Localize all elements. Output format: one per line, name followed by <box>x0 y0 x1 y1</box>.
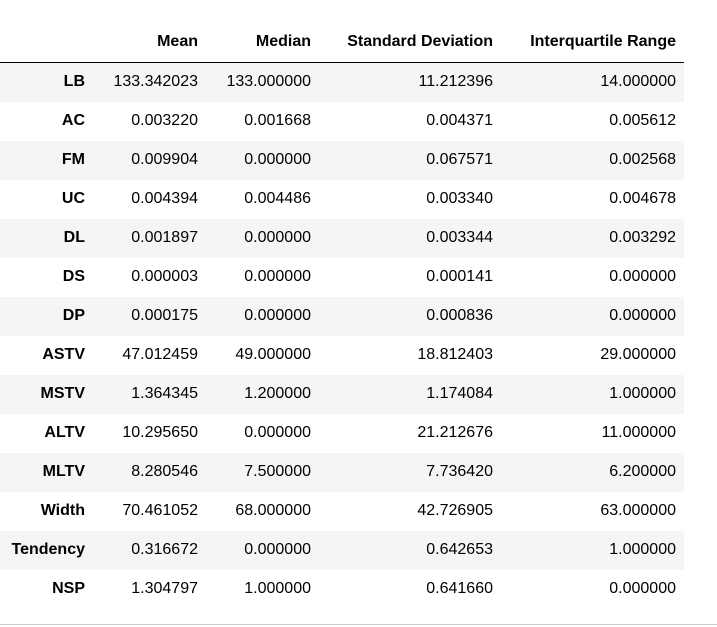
table-cell: 0.000000 <box>609 580 676 597</box>
table-cell: 0.000836 <box>426 307 493 324</box>
table-cell: 133.000000 <box>226 73 311 91</box>
output-divider <box>0 624 717 625</box>
table-row: UC 0.004394 0.004486 0.003340 0.004678 <box>0 180 684 219</box>
table-cell: 0.000000 <box>244 229 311 246</box>
table-row: LB 133.342023 133.000000 11.212396 14.000000 <box>0 62 684 102</box>
table-body: LB 133.342023 133.000000 11.212396 14.000000… <box>0 62 684 609</box>
table-cell: 0.000000 <box>609 307 676 324</box>
table-cell: 18.812403 <box>417 346 493 363</box>
table-cell: 0.004394 <box>131 190 198 207</box>
table-cell: 1.304797 <box>131 580 198 597</box>
row-label: MLTV <box>42 463 85 480</box>
table-row: ALTV 10.295650 0.000000 21.212676 11.000000 <box>0 414 684 453</box>
table-cell: 49.000000 <box>235 346 311 363</box>
table-cell: 0.004486 <box>244 190 311 207</box>
table-cell: 29.000000 <box>600 346 676 363</box>
dataframe-output: Mean Median Standard Deviation Interquartil… <box>0 22 684 609</box>
table-cell: 7.736420 <box>426 463 493 480</box>
row-label: AC <box>61 112 85 129</box>
row-label: DL <box>63 229 85 246</box>
table-cell: 63.000000 <box>600 502 676 519</box>
table-cell: 0.000175 <box>131 307 198 324</box>
table-row: DP 0.000175 0.000000 0.000836 0.000000 <box>0 296 684 336</box>
table-cell: 0.067571 <box>426 151 493 168</box>
table-row: AC 0.003220 0.001668 0.004371 0.005612 <box>0 102 684 141</box>
table-cell: 0.004371 <box>426 112 493 129</box>
table-cell: 1.000000 <box>609 541 676 558</box>
row-label: NSP <box>52 580 85 597</box>
table-cell: 7.500000 <box>244 463 311 480</box>
table-cell: 1.364345 <box>131 385 198 402</box>
row-label: UC <box>61 190 85 207</box>
table-cell: 0.000000 <box>609 268 676 285</box>
table-cell: 0.001668 <box>244 112 311 129</box>
table-row: NSP 1.304797 1.000000 0.641660 0.000000 <box>0 570 684 609</box>
table-row: DS 0.000003 0.000000 0.000141 0.000000 <box>0 258 684 297</box>
column-header: Mean <box>93 22 206 63</box>
column-header: Median <box>206 22 319 63</box>
table-cell: 68.000000 <box>235 502 311 519</box>
table-cell: 8.280546 <box>131 463 198 480</box>
table-cell: 21.212676 <box>417 424 493 441</box>
table-cell: 0.641660 <box>426 580 493 597</box>
row-label: LB <box>63 73 85 91</box>
table-cell: 0.009904 <box>131 151 198 168</box>
table-cell: 0.003344 <box>426 229 493 246</box>
table-cell: 0.000000 <box>244 541 311 558</box>
table-cell: 1.200000 <box>244 385 311 402</box>
table-cell: 0.000003 <box>131 268 198 285</box>
table-cell: 0.003340 <box>426 190 493 207</box>
table-cell: 0.002568 <box>609 151 676 168</box>
table-cell: 1.174084 <box>426 385 493 402</box>
table-cell: 1.000000 <box>244 580 311 597</box>
row-label: DP <box>62 307 85 324</box>
table-cell: 70.461052 <box>122 502 198 519</box>
row-label: Tendency <box>11 541 86 558</box>
row-label: DS <box>62 268 85 285</box>
table-cell: 0.000000 <box>244 268 311 285</box>
table-row: FM 0.009904 0.000000 0.067571 0.002568 <box>0 140 684 180</box>
row-label: MSTV <box>40 385 85 402</box>
table-cell: 42.726905 <box>417 502 493 519</box>
column-header: Standard Deviation <box>319 22 501 63</box>
table-cell: 0.004678 <box>609 190 676 207</box>
table-cell: 0.000000 <box>244 151 311 168</box>
table-cell: 14.000000 <box>600 73 676 91</box>
table-cell: 0.003292 <box>609 229 676 246</box>
table-cell: 0.001897 <box>131 229 198 246</box>
row-label: FM <box>61 151 85 168</box>
table-cell: 1.000000 <box>609 385 676 402</box>
row-label: Width <box>40 502 85 519</box>
table-cell: 10.295650 <box>122 424 198 441</box>
table-cell: 11.212396 <box>418 73 493 91</box>
table-cell: 0.000141 <box>426 268 493 285</box>
table-cell: 0.003220 <box>131 112 198 129</box>
index-header <box>0 22 93 63</box>
table-cell: 0.000000 <box>244 307 311 324</box>
table-row: MSTV 1.364345 1.200000 1.174084 1.000000 <box>0 374 684 414</box>
table-row: Tendency 0.316672 0.000000 0.642653 1.000000 <box>0 530 684 570</box>
table-cell: 0.000000 <box>244 424 311 441</box>
table-cell: 0.316672 <box>131 541 198 558</box>
header-row: Mean Median Standard Deviation Interquartil… <box>0 22 684 63</box>
row-label: ASTV <box>42 346 85 363</box>
table-row: DL 0.001897 0.000000 0.003344 0.003292 <box>0 218 684 258</box>
column-header: Interquartile Range <box>501 22 684 63</box>
table-row: Width 70.461052 68.000000 42.726905 63.00000… <box>0 492 684 531</box>
table-cell: 6.200000 <box>609 463 676 480</box>
statistics-table: Mean Median Standard Deviation Interquartil… <box>0 22 684 609</box>
table-cell: 0.005612 <box>609 112 676 129</box>
table-cell: 47.012459 <box>122 346 198 363</box>
table-cell: 11.000000 <box>601 424 676 441</box>
row-label: ALTV <box>44 424 85 441</box>
table-header: Mean Median Standard Deviation Interquartil… <box>0 22 684 63</box>
table-cell: 133.342023 <box>113 73 198 91</box>
table-row: ASTV 47.012459 49.000000 18.812403 29.000000 <box>0 336 684 375</box>
table-cell: 0.642653 <box>426 541 493 558</box>
table-row: MLTV 8.280546 7.500000 7.736420 6.200000 <box>0 452 684 492</box>
